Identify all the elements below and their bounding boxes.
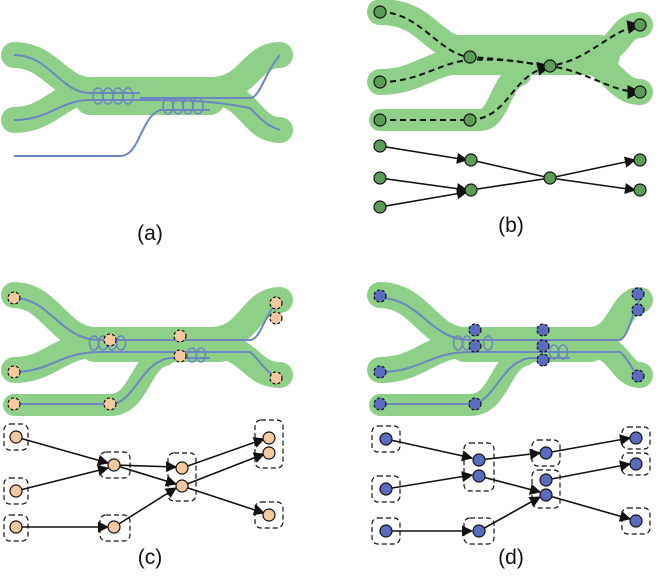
node [536, 323, 550, 337]
caption-b: (b) [498, 214, 524, 237]
node [107, 458, 121, 472]
node [373, 289, 387, 303]
node [631, 303, 645, 317]
node [629, 457, 643, 471]
node [7, 397, 21, 411]
node [633, 183, 647, 197]
node [379, 524, 393, 538]
caption-c: (c) [137, 546, 163, 569]
braid-loops [88, 335, 207, 363]
node [539, 446, 553, 460]
node [262, 508, 276, 522]
node [373, 113, 387, 127]
blue-graph-nodes [379, 431, 643, 538]
node [464, 153, 478, 167]
panel-b [367, 0, 653, 214]
braid-loops [452, 335, 569, 360]
node [269, 311, 283, 325]
node [7, 365, 21, 379]
green-nodes [373, 5, 647, 127]
node [543, 59, 557, 73]
panel-c [1, 282, 293, 542]
node [262, 431, 276, 445]
node [472, 453, 486, 467]
node [269, 296, 283, 310]
node [633, 153, 647, 167]
node [9, 484, 23, 498]
node [373, 75, 387, 89]
node [463, 113, 477, 127]
node [103, 397, 117, 411]
graph-edges [15, 436, 266, 533]
node [373, 5, 387, 19]
braid-loops [92, 87, 204, 115]
green-graph-nodes [373, 139, 647, 214]
graph-edges [385, 434, 632, 537]
tube-shape [1, 282, 293, 416]
node [463, 50, 477, 64]
node [373, 200, 387, 214]
node [379, 432, 393, 446]
node [633, 85, 647, 99]
orange-nodes [7, 291, 283, 411]
node [175, 461, 189, 475]
caption-d: (d) [498, 546, 524, 569]
node [262, 446, 276, 460]
node [468, 397, 482, 411]
node [373, 397, 387, 411]
node [631, 287, 645, 301]
node [379, 482, 393, 496]
node [7, 291, 21, 305]
node [543, 171, 557, 185]
node [539, 488, 553, 502]
node [9, 520, 23, 534]
tube-shape [367, 0, 653, 131]
node [629, 431, 643, 445]
node [472, 469, 486, 483]
node [175, 479, 189, 493]
tube-shape [1, 42, 293, 143]
node [472, 524, 486, 538]
node [536, 353, 550, 367]
tube-shape [367, 282, 653, 416]
node [468, 339, 482, 353]
node [464, 183, 478, 197]
caption-a: (a) [137, 222, 163, 245]
node [107, 520, 121, 534]
node [539, 473, 553, 487]
node [173, 329, 187, 343]
graph-edges [379, 145, 637, 208]
node [631, 369, 645, 383]
node [103, 333, 117, 347]
node [633, 18, 647, 32]
node [373, 139, 387, 153]
node [269, 371, 283, 385]
node [9, 430, 23, 444]
strand-lines [13, 54, 281, 157]
group-boxes [3, 419, 284, 542]
blue-nodes [373, 287, 645, 411]
node [173, 349, 187, 363]
panel-a [1, 42, 293, 157]
node [629, 514, 643, 528]
orange-graph-nodes [9, 430, 276, 534]
node [536, 339, 550, 353]
node [373, 365, 387, 379]
panel-d [367, 282, 653, 545]
node [373, 171, 387, 185]
node [468, 323, 482, 337]
